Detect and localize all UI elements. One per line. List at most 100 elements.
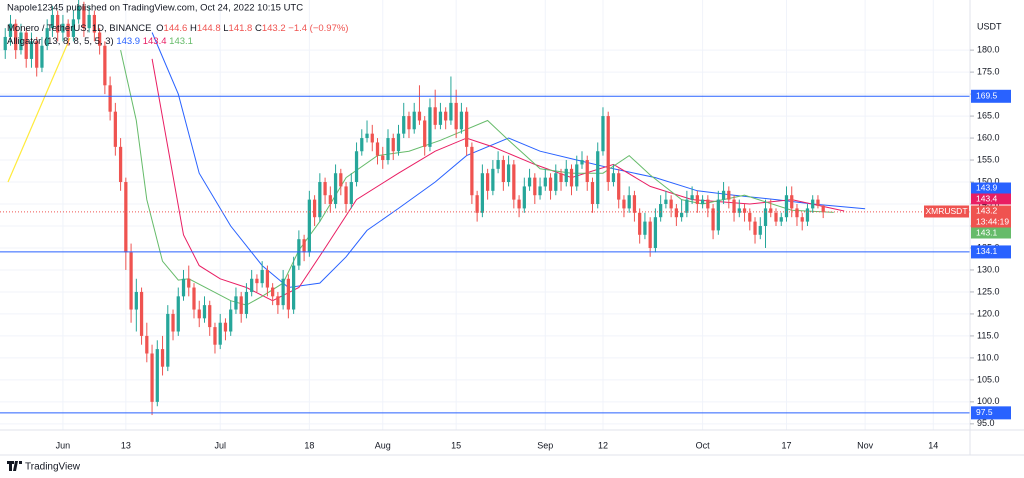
candle-body bbox=[491, 168, 495, 191]
y-tick-label: 155.0 bbox=[977, 154, 1000, 164]
candle-body bbox=[575, 164, 579, 187]
candle-body bbox=[176, 296, 180, 332]
candle-body bbox=[333, 173, 338, 205]
candle-body bbox=[811, 199, 815, 209]
candle-body bbox=[29, 41, 34, 59]
candle-body bbox=[276, 296, 280, 306]
candle-body bbox=[779, 217, 783, 222]
candle-body bbox=[433, 107, 437, 125]
candle-body bbox=[218, 322, 222, 345]
candle-body bbox=[265, 269, 270, 288]
candle-body bbox=[97, 32, 102, 46]
value-tag-label: 143.9 bbox=[976, 182, 998, 192]
candle-body bbox=[349, 182, 353, 205]
y-tick-label: 160.0 bbox=[977, 132, 1000, 142]
candle-body bbox=[627, 195, 631, 209]
candle-body bbox=[580, 160, 584, 165]
candle-body bbox=[695, 195, 699, 205]
open-label: O bbox=[156, 23, 163, 34]
candle-body bbox=[370, 133, 374, 143]
candle-body bbox=[14, 23, 18, 51]
candle-body bbox=[103, 45, 107, 86]
candle-body bbox=[417, 111, 422, 121]
y-tick-label: 180.0 bbox=[977, 44, 1000, 54]
x-tick-label: 13 bbox=[121, 440, 131, 450]
candle-body bbox=[465, 111, 469, 147]
candle-body bbox=[784, 195, 789, 218]
candle-body bbox=[800, 217, 804, 222]
candle-body bbox=[71, 19, 76, 37]
level-tag-label: 169.5 bbox=[976, 91, 998, 101]
x-tick-label: Jun bbox=[56, 440, 71, 450]
candle-body bbox=[716, 199, 720, 231]
candle-body bbox=[82, 6, 86, 29]
candle-body bbox=[407, 116, 411, 130]
candle-body bbox=[181, 278, 186, 297]
candle-body bbox=[795, 208, 799, 218]
y-tick-label: 115.0 bbox=[977, 330, 999, 340]
candle-body bbox=[480, 173, 485, 213]
candle-body bbox=[449, 102, 453, 121]
candle-body bbox=[291, 265, 296, 310]
candle-body bbox=[3, 36, 7, 51]
plot-area bbox=[0, 0, 970, 416]
level-tag bbox=[971, 245, 1011, 259]
candle-body bbox=[208, 305, 212, 328]
legend-indicator: Alligator (13, 8, 8, 5, 5, 3) 143.9 143.… bbox=[7, 36, 193, 47]
footer: TradingView bbox=[25, 462, 81, 473]
candle-body bbox=[129, 252, 133, 310]
candle-body bbox=[339, 173, 343, 187]
candle-body bbox=[444, 111, 448, 121]
candle-body bbox=[821, 205, 825, 212]
candle-body bbox=[543, 177, 547, 187]
candle-body bbox=[674, 208, 679, 218]
candle-body bbox=[596, 151, 600, 205]
symbol-tag bbox=[924, 205, 969, 218]
value-tag bbox=[971, 205, 1011, 229]
candle-body bbox=[139, 291, 144, 336]
candle-body bbox=[40, 45, 44, 68]
candle-body bbox=[118, 146, 123, 183]
change: −1.4 (−0.97%) bbox=[288, 23, 348, 34]
candle-body bbox=[354, 151, 359, 183]
candle-body bbox=[685, 199, 689, 213]
x-tick-label: Jul bbox=[214, 440, 226, 450]
candle-body bbox=[501, 160, 505, 183]
candle-body bbox=[223, 322, 228, 332]
candle-body bbox=[365, 133, 369, 139]
y-tick-label: 150.0 bbox=[977, 176, 1000, 186]
candle-body bbox=[134, 291, 138, 310]
value-tag bbox=[971, 182, 1011, 194]
candle-body bbox=[87, 14, 91, 29]
candle-body bbox=[113, 111, 117, 147]
candle-body bbox=[538, 186, 542, 196]
y-tick-label: 165.0 bbox=[977, 110, 1000, 120]
candle-body bbox=[737, 208, 741, 213]
candle-body bbox=[679, 212, 684, 218]
high-value: 144.8 bbox=[197, 23, 221, 34]
candle-body bbox=[8, 23, 13, 37]
y-tick-label: 175.0 bbox=[977, 66, 1000, 76]
candle-body bbox=[35, 41, 39, 68]
candle-body bbox=[396, 133, 401, 152]
header: Napole12345 published on TradingView.com… bbox=[7, 3, 303, 14]
candle-body bbox=[150, 353, 154, 402]
candle-body bbox=[690, 195, 694, 200]
candle-body bbox=[664, 199, 668, 205]
candle-body bbox=[24, 32, 28, 59]
candle-body bbox=[234, 296, 238, 310]
candle-body bbox=[763, 208, 768, 226]
x-tick-label: 15 bbox=[451, 440, 461, 450]
x-tick-label: 14 bbox=[928, 440, 938, 450]
candle-body bbox=[50, 14, 55, 29]
candle-body bbox=[769, 208, 773, 213]
candle-body bbox=[402, 116, 406, 134]
axes: Jun 13 Jul 18 Aug 15 Sep 12 Oct 17 Nov 14 95.0 100.0 1… bbox=[56, 44, 1011, 450]
candle-body bbox=[386, 138, 390, 161]
footer-logo bbox=[7, 461, 22, 471]
candle-body bbox=[281, 278, 285, 306]
x-tick-label: 12 bbox=[598, 440, 608, 450]
candle-body bbox=[77, 6, 81, 20]
candle-body bbox=[559, 173, 563, 183]
